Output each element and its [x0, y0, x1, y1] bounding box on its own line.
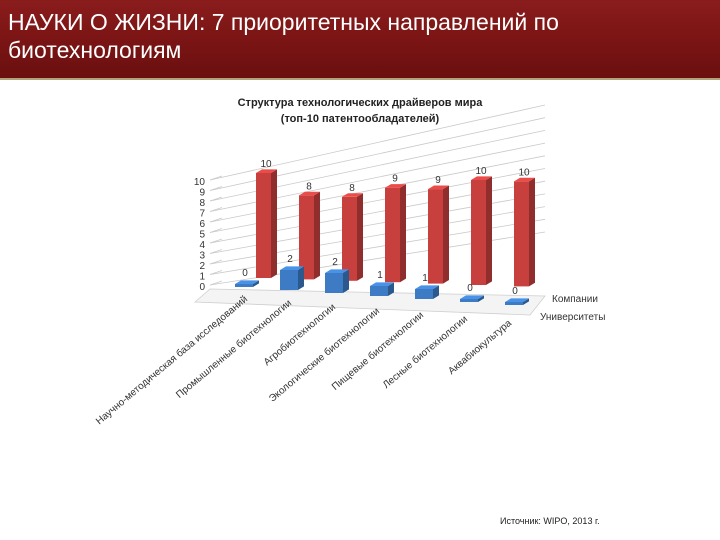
chart-title: Структура технологических драйверов мира… [150, 95, 570, 127]
bar-companies-side [271, 169, 277, 278]
bar-universities-side [523, 298, 529, 305]
bar-universities [505, 302, 523, 305]
side-gridline [209, 238, 223, 244]
data-label-companies: 8 [306, 181, 312, 192]
bar-universities-side [298, 266, 304, 290]
bar-companies-top [471, 176, 492, 180]
bar-universities [280, 270, 298, 290]
bar-universities [325, 273, 343, 293]
y-tick-label: 10 [194, 177, 206, 188]
y-tick-label: 4 [199, 240, 205, 251]
bar-universities-side [253, 280, 259, 287]
bar-companies [256, 173, 271, 278]
bar-universities-top [325, 269, 349, 273]
data-label-universities: 1 [422, 273, 428, 284]
side-gridline [209, 228, 223, 233]
bar-universities [370, 286, 388, 296]
header-divider [0, 78, 720, 80]
chart-title-line2: (топ-10 патентообладателей) [280, 113, 440, 125]
data-label-universities: 0 [512, 286, 518, 297]
bar-companies [299, 195, 314, 280]
bar-universities-side [478, 295, 484, 302]
side-gridline [209, 217, 223, 223]
data-label-companies: 9 [435, 175, 441, 186]
bar-companies-side [486, 176, 492, 285]
slide-title: НАУКИ О ЖИЗНИ: 7 приоритетных направлени… [8, 9, 559, 63]
data-label-companies: 8 [349, 183, 355, 194]
bar-companies-side [314, 191, 320, 280]
bar-companies-side [529, 177, 535, 287]
side-gridline [209, 186, 223, 191]
data-label-companies: 10 [260, 159, 272, 170]
bar-companies [385, 187, 400, 283]
bar-universities-top [505, 298, 529, 302]
slide-header: НАУКИ О ЖИЗНИ: 7 приоритетных направлени… [0, 0, 720, 78]
bar-companies-side [443, 185, 449, 284]
y-tick-label: 6 [199, 219, 205, 230]
category-label: Лесные биотехнологии [380, 313, 470, 391]
bar-companies-side [357, 193, 363, 281]
bar-companies [471, 180, 486, 285]
legend-universities: Университеты [540, 312, 605, 323]
side-gridline [209, 259, 223, 265]
bar-companies [428, 189, 443, 284]
y-tick-label: 1 [199, 272, 205, 283]
bar-universities-side [343, 269, 349, 293]
bar-universities [235, 284, 253, 287]
data-label-companies: 10 [518, 167, 530, 178]
data-label-universities: 2 [332, 257, 338, 268]
bar-universities-top [235, 280, 259, 284]
bar-companies-top [514, 177, 535, 182]
bar-universities [460, 299, 478, 302]
bar-universities-top [280, 266, 304, 270]
y-tick-label: 8 [199, 198, 205, 209]
bar-universities-top [460, 295, 484, 299]
bar-companies-top [428, 185, 449, 190]
data-label-universities: 2 [287, 254, 293, 265]
bar-universities-side [388, 282, 394, 296]
bar-companies [342, 196, 357, 281]
gridline [209, 104, 546, 181]
bar-universities-top [370, 282, 394, 286]
data-label-universities: 1 [377, 270, 383, 281]
y-tick-label: 9 [199, 188, 205, 199]
y-tick-label: 0 [199, 282, 205, 293]
side-gridline [209, 280, 223, 286]
data-label-universities: 0 [242, 268, 248, 279]
y-tick-label: 2 [199, 261, 205, 272]
bar-universities-side [433, 285, 439, 299]
side-gridline [209, 270, 223, 275]
bar-companies-top [256, 169, 277, 173]
side-gridline [209, 175, 223, 181]
source-note: Источник: WIPO, 2013 г. [500, 516, 600, 526]
bar-companies-top [385, 184, 406, 188]
bar-universities [415, 289, 433, 299]
bar-companies-top [299, 191, 320, 196]
side-gridline [209, 207, 223, 212]
side-gridline [209, 196, 223, 202]
side-gridline [209, 249, 223, 254]
bar-companies-top [342, 193, 363, 197]
legend-companies: Компании [552, 294, 598, 305]
data-label-companies: 9 [392, 174, 398, 185]
bar-universities-top [415, 285, 439, 289]
data-label-universities: 0 [467, 283, 473, 294]
y-tick-label: 3 [199, 251, 205, 262]
bar-companies [514, 181, 529, 287]
category-label: Пищевые биотехнологии [329, 309, 426, 393]
chart-title-line1: Структура технологических драйверов мира [237, 97, 483, 109]
data-label-companies: 10 [475, 166, 487, 177]
bar-companies-side [400, 184, 406, 283]
y-tick-label: 5 [199, 230, 205, 241]
y-tick-label: 7 [199, 209, 205, 220]
